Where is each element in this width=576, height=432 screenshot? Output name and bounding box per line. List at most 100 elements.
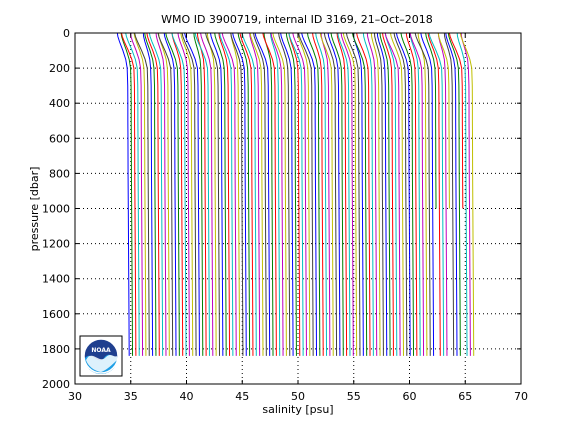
profile-line	[218, 33, 231, 356]
profile-line	[249, 33, 264, 356]
profile-line	[420, 33, 435, 356]
profile-line	[171, 33, 184, 356]
profile-line	[120, 33, 134, 356]
salinity-profiles	[116, 33, 475, 356]
profile-line	[448, 33, 464, 209]
profile-line	[144, 33, 157, 356]
y-tick-label: 1800	[42, 343, 70, 356]
profile-line	[270, 33, 284, 356]
profile-line	[336, 33, 348, 356]
profile-line	[116, 33, 130, 356]
profile-line	[171, 33, 187, 356]
profile-line	[301, 33, 318, 356]
logo-wave-highlight	[86, 354, 117, 372]
profile-line	[193, 33, 204, 356]
y-axis-ticks: 0 200 400 600 800 1000 1200 1400 1600 1800 2000	[42, 27, 521, 391]
profile-line	[437, 33, 448, 356]
profile-line	[262, 33, 277, 356]
profile-line	[366, 33, 378, 356]
profile-line	[445, 33, 458, 356]
logo-text: NOAA	[91, 347, 111, 354]
profile-line	[269, 33, 281, 356]
y-tick-label: 600	[49, 132, 70, 145]
profile-line	[428, 33, 445, 356]
x-axis-title: salinity [psu]	[262, 403, 333, 416]
profile-line	[129, 33, 144, 356]
profile-line	[214, 33, 227, 356]
y-tick-label: 1600	[42, 308, 70, 321]
profile-line	[177, 33, 190, 356]
profile-line	[393, 33, 408, 356]
profile-line	[459, 33, 475, 356]
profile-line	[425, 33, 437, 209]
profile-line	[400, 33, 415, 356]
x-tick-label: 60	[403, 390, 417, 403]
x-tick-label: 55	[347, 390, 361, 403]
x-tick-label: 70	[514, 390, 528, 403]
profile-line	[155, 33, 167, 356]
y-tick-label: 800	[49, 167, 70, 180]
profile-line	[362, 33, 374, 356]
y-axis-title: pressure [dbar]	[28, 167, 41, 252]
profile-line	[165, 33, 180, 356]
profile-line	[288, 33, 301, 356]
profile-line	[330, 33, 344, 356]
profile-line	[163, 33, 177, 356]
profile-line	[184, 33, 200, 356]
profile-line	[437, 33, 450, 209]
profile-line	[200, 33, 214, 356]
profile-line	[241, 33, 257, 356]
profile-line	[134, 33, 150, 356]
profile-line	[342, 33, 358, 356]
profile-line	[221, 33, 237, 356]
profile-line	[389, 33, 404, 356]
profile-line	[351, 33, 368, 356]
profile-line	[280, 33, 294, 356]
profile-line	[180, 33, 194, 356]
logo-ring	[83, 338, 119, 374]
profile-line	[312, 33, 324, 356]
x-tick-label: 50	[291, 390, 305, 403]
profile-line	[427, 33, 441, 356]
profile-line	[376, 33, 388, 356]
profile-line	[125, 33, 140, 356]
profile-line	[230, 33, 241, 356]
profile-line	[447, 33, 461, 356]
profile-line	[249, 33, 261, 356]
profile-line	[232, 33, 247, 356]
profile-line	[230, 33, 244, 356]
grid-lines	[75, 33, 521, 384]
profile-line	[384, 33, 401, 356]
y-tick-label: 1000	[42, 203, 70, 216]
profile-line	[456, 33, 468, 356]
profile-line	[414, 33, 431, 356]
profile-line	[409, 33, 421, 356]
profile-line	[323, 33, 338, 356]
profile-line	[395, 33, 411, 356]
profile-line	[382, 33, 394, 356]
profile-line	[460, 33, 471, 356]
x-tick-label: 65	[458, 390, 472, 403]
profile-line	[373, 33, 384, 356]
profile-line	[315, 33, 328, 356]
x-tick-label: 35	[124, 390, 138, 403]
profile-line	[298, 33, 314, 356]
profile-line	[158, 33, 170, 356]
profile-line	[205, 33, 220, 356]
profile-line	[121, 33, 137, 356]
profile-line	[340, 33, 354, 356]
profile-line	[194, 33, 210, 356]
x-tick-label: 45	[235, 390, 249, 403]
x-axis-ticks: 30 35 40 45 50 55 60 65 70	[68, 33, 528, 403]
profile-line	[142, 33, 154, 356]
x-tick-label: 30	[68, 390, 82, 403]
profile-line	[356, 33, 371, 356]
y-tick-label: 1200	[42, 238, 70, 251]
profile-line	[443, 33, 455, 356]
y-tick-label: 200	[49, 62, 70, 75]
profile-line	[239, 33, 254, 356]
profile-line	[327, 33, 341, 356]
profile-line	[148, 33, 164, 356]
y-tick-label: 1400	[42, 273, 70, 286]
